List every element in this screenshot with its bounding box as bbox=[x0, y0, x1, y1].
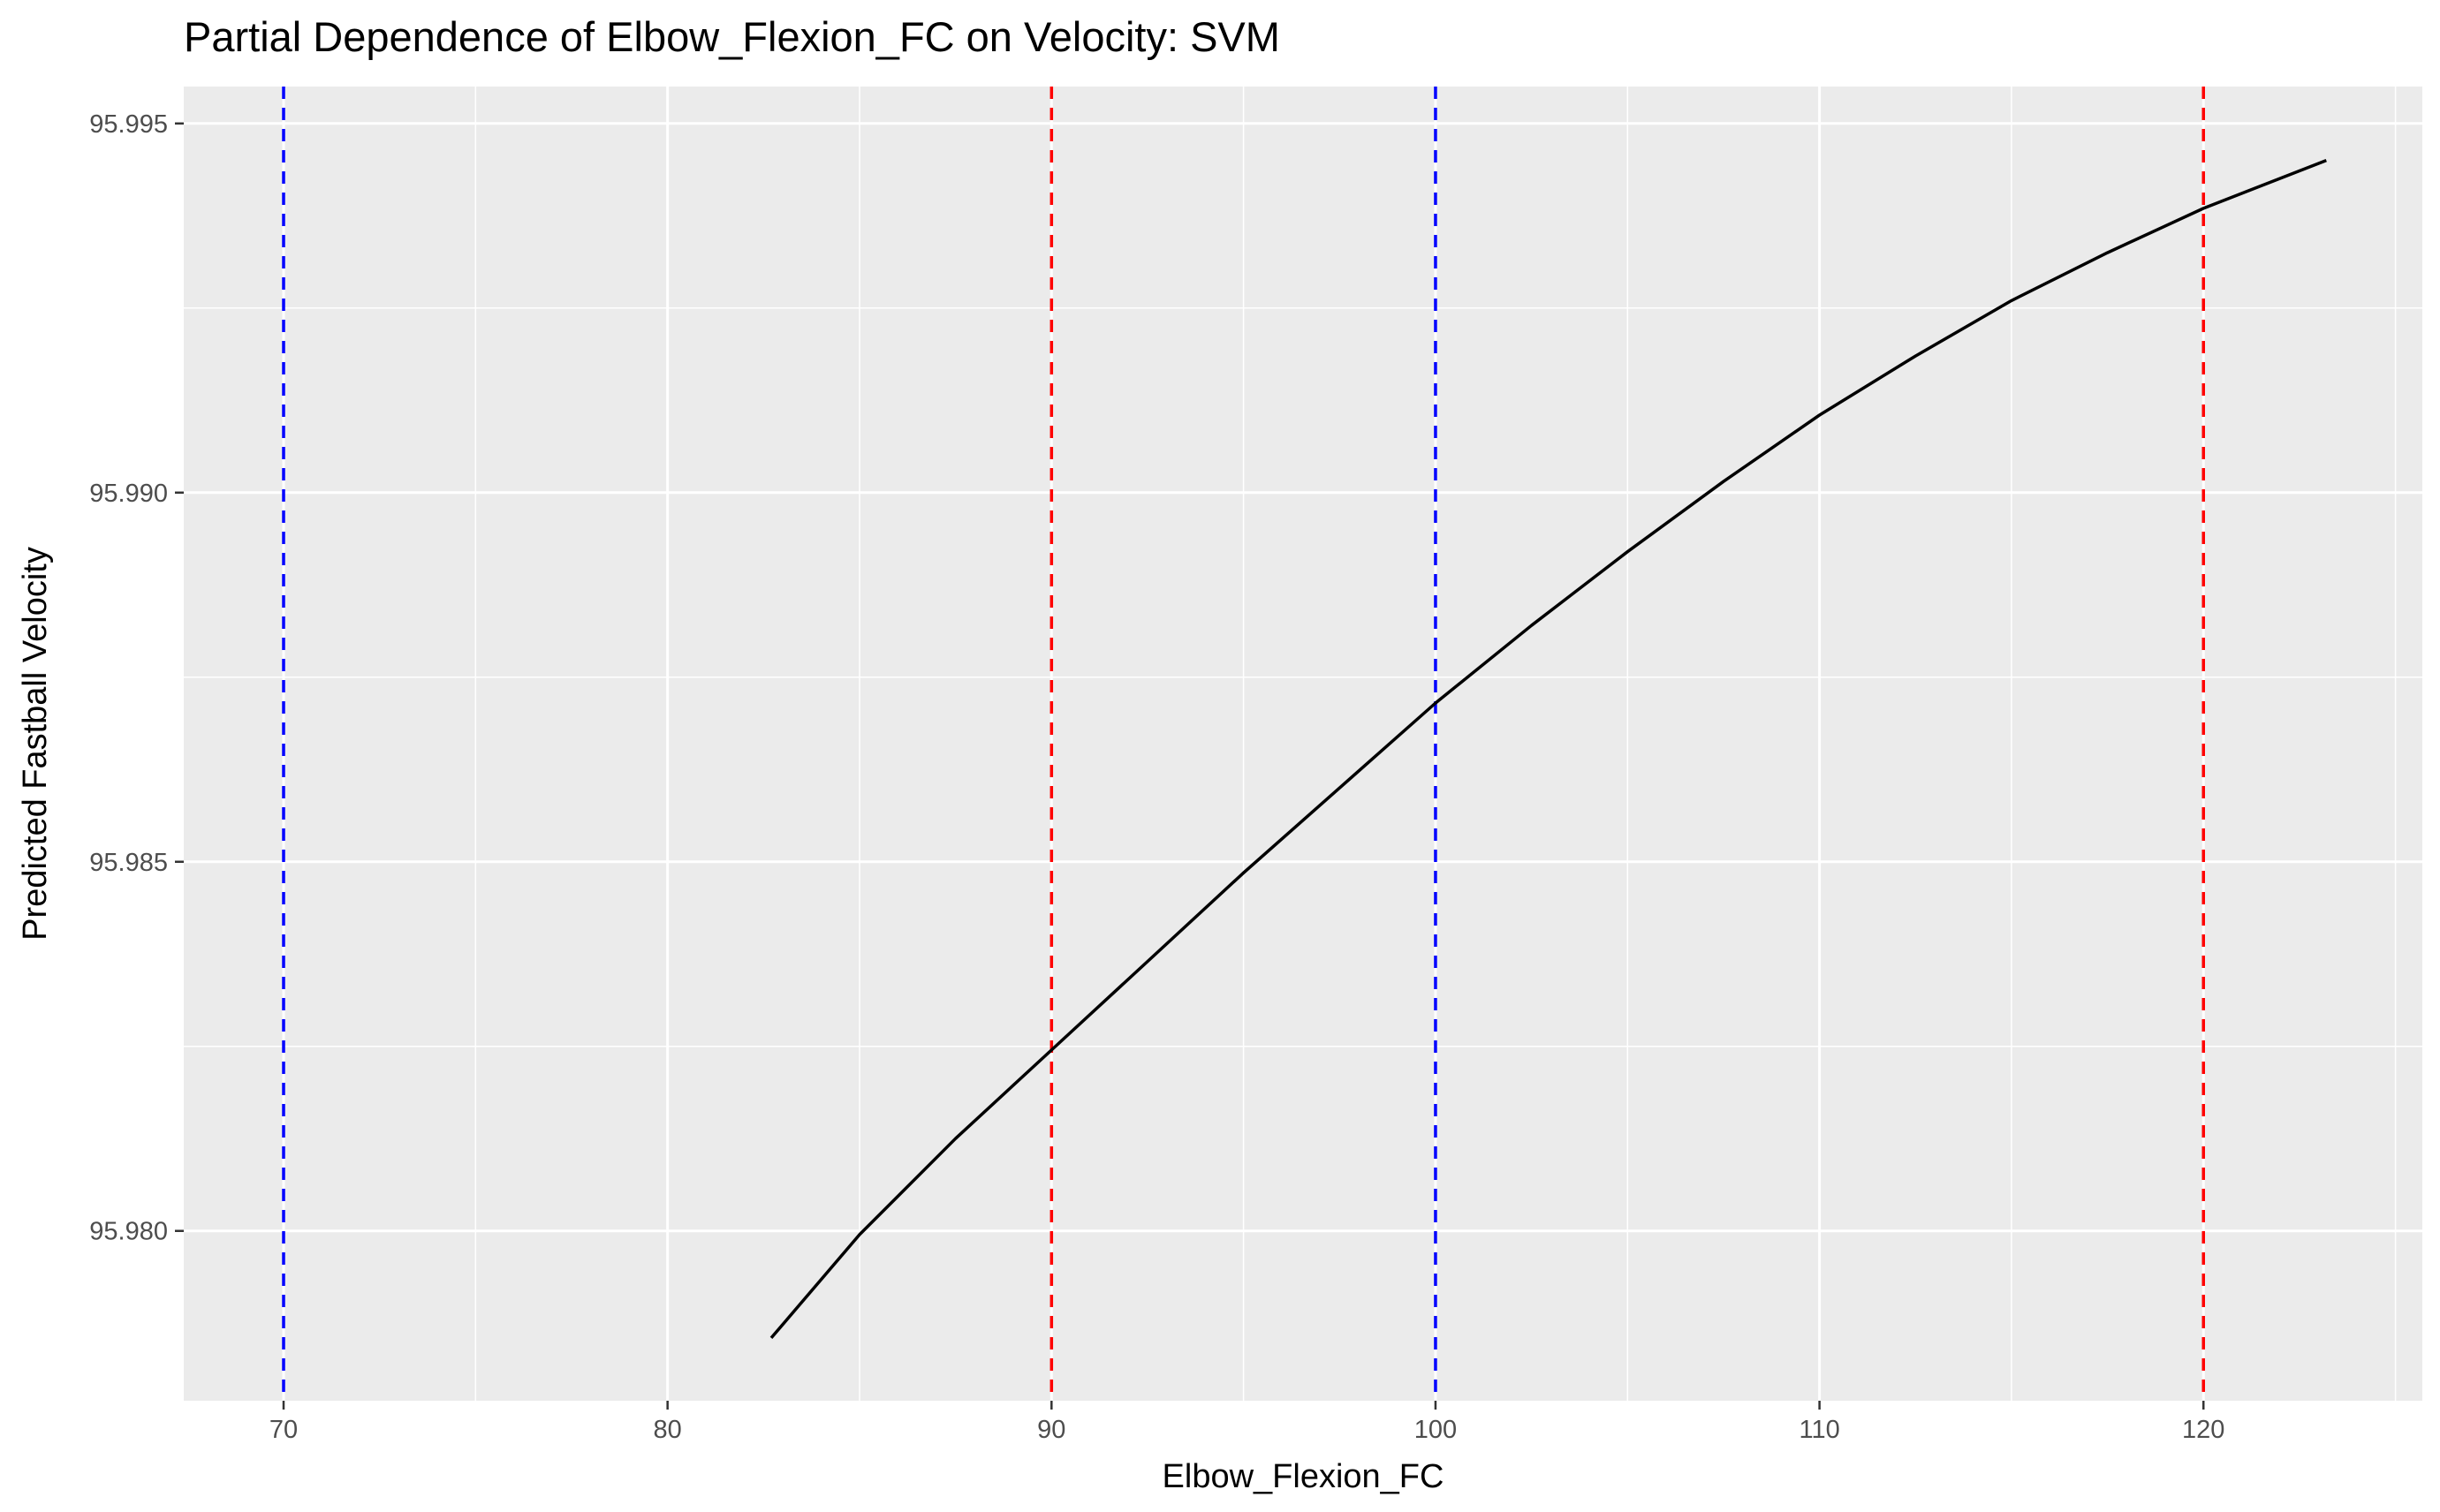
y-tick-label: 95.980 bbox=[89, 1218, 168, 1246]
x-tick-label: 80 bbox=[654, 1416, 682, 1444]
y-tick-label: 95.995 bbox=[89, 110, 168, 139]
axis-ticks bbox=[175, 122, 2205, 1410]
minor-gridlines bbox=[184, 87, 2422, 1401]
y-tick-label: 95.985 bbox=[89, 849, 168, 877]
x-tick-label: 120 bbox=[2182, 1416, 2224, 1444]
series-line-0 bbox=[769, 158, 2327, 1340]
x-tick-label: 90 bbox=[1037, 1416, 1065, 1444]
y-tick-label: 95.990 bbox=[89, 480, 168, 508]
x-tick-label: 100 bbox=[1414, 1416, 1457, 1444]
y-axis-title: Predicted Fastball Velocity bbox=[17, 547, 54, 941]
x-axis-title: Elbow_Flexion_FC bbox=[1163, 1458, 1444, 1495]
tick-labels: 70 80 90 100 110 120 95.980 95.985 95.990 95.995 bbox=[89, 110, 2224, 1444]
chart-title: Partial Dependence of Elbow_Flexion_FC o… bbox=[184, 13, 1280, 60]
plot-panel bbox=[184, 87, 2422, 1401]
series-layer bbox=[769, 158, 2327, 1340]
reference-lines bbox=[282, 87, 2206, 1401]
x-tick-label: 110 bbox=[1799, 1416, 1839, 1444]
x-tick-label: 70 bbox=[269, 1416, 298, 1444]
